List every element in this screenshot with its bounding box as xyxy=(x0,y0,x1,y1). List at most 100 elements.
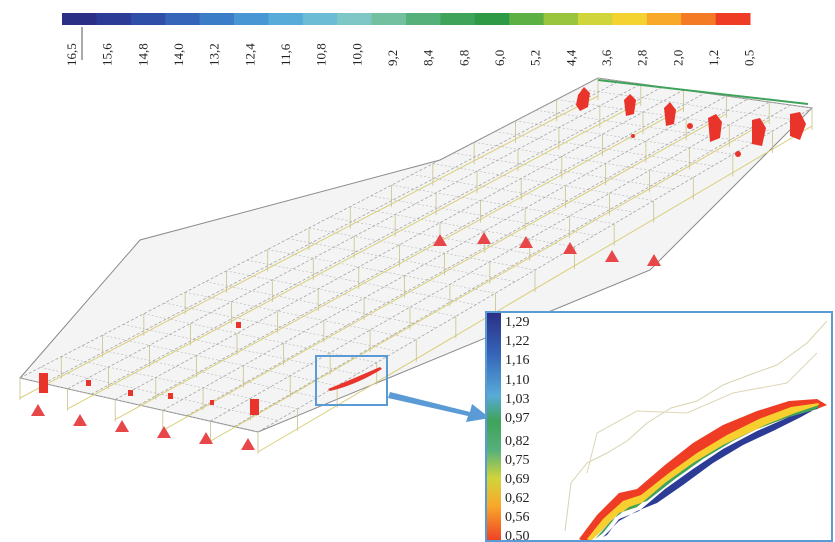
inset-scale-label: 0,75 xyxy=(505,453,530,468)
mesh-line xyxy=(19,377,259,433)
top-colorbar-swatch xyxy=(612,13,648,25)
inset-scale-label: 0,50 xyxy=(505,529,530,542)
mesh-line xyxy=(138,92,706,406)
inset-scale-label: 0,69 xyxy=(505,472,530,487)
top-colorbar-tick-label: 3,6 xyxy=(599,49,614,66)
highlight-box xyxy=(315,355,388,406)
inset-scale-label: 0,97 xyxy=(505,411,530,426)
top-colorbar-tick-label: 11,6 xyxy=(278,43,293,66)
inset-colorbar xyxy=(487,313,501,540)
mesh-line xyxy=(185,291,417,340)
top-colorbar-tick-label: 4,4 xyxy=(563,49,578,66)
mesh-line xyxy=(91,86,663,395)
top-colorbar-swatch xyxy=(302,13,338,25)
mesh-line xyxy=(288,238,516,282)
top-colorbar-tick-label: 16,5 xyxy=(64,43,79,66)
top-colorbar-swatch xyxy=(165,13,201,25)
top-colorbar-swatch xyxy=(406,13,441,25)
highlighted-element xyxy=(328,367,382,391)
inset-mesh-trace xyxy=(564,320,828,532)
inset-plot xyxy=(564,320,828,540)
support-icon xyxy=(519,236,533,248)
mesh-line xyxy=(67,83,641,390)
mesh-line xyxy=(474,141,694,178)
mesh-line xyxy=(350,206,575,248)
top-colorbar-swatch xyxy=(681,13,717,25)
stress-hotspots-far xyxy=(576,87,806,157)
top-colorbar-tick-label: 15,6 xyxy=(100,43,115,66)
top-colorbar-swatch xyxy=(715,13,751,25)
mesh-line xyxy=(577,88,793,120)
inset-scale-label: 1,10 xyxy=(505,373,530,388)
mesh-line xyxy=(81,345,318,398)
support-icon xyxy=(199,432,213,444)
inset-scale-label: 0,62 xyxy=(505,491,530,506)
top-colorbar-tick-label: 6,8 xyxy=(456,50,471,66)
supports xyxy=(31,232,661,450)
top-colorbar-swatch xyxy=(646,13,682,25)
top-edge-beam xyxy=(597,79,809,105)
zoom-arrow xyxy=(388,392,490,422)
inset-scale-label: 0,82 xyxy=(505,434,530,449)
top-colorbar-swatch xyxy=(268,13,304,25)
top-colorbar-swatch xyxy=(474,13,510,25)
mesh-line xyxy=(515,120,733,155)
top-colorbar-tick-label: 6,0 xyxy=(492,50,507,66)
top-colorbar-tick-label: 10,8 xyxy=(314,43,329,66)
mesh-line xyxy=(412,174,634,213)
top-color-scale: 16,5 15,6 14,8 14,0 13,2 12,4 11,6 10,8 10,0 9,2 8… xyxy=(62,13,757,66)
top-colorbar-tick-label: 13,2 xyxy=(207,43,222,66)
support-icon xyxy=(605,250,619,262)
top-colorbar-swatch xyxy=(234,13,269,25)
inset-scale-label: 0,56 xyxy=(505,510,530,525)
top-colorbar-swatch xyxy=(543,13,579,25)
top-colorbar-tick-label: 1,2 xyxy=(706,50,721,66)
top-colorbar-tick-label: 0,5 xyxy=(742,50,757,66)
top-colorbar-swatch xyxy=(440,13,476,25)
inset-band-blue xyxy=(603,407,819,537)
inset-scale-label: 1,29 xyxy=(505,315,530,330)
top-colorbar-swatch xyxy=(509,13,545,25)
inset-scale-label: 1,16 xyxy=(505,353,530,368)
mesh-line xyxy=(247,259,476,306)
mesh-line xyxy=(40,366,278,421)
inset-band-green xyxy=(595,405,819,539)
mesh-line xyxy=(267,249,496,294)
mesh-line xyxy=(432,163,654,201)
mesh-line xyxy=(43,80,620,384)
top-colorbar-tick-label: 10,0 xyxy=(349,43,364,66)
top-colorbar-tick-label: 5,2 xyxy=(528,50,543,66)
mesh-line xyxy=(164,302,397,352)
support-icon xyxy=(73,414,87,426)
mesh-line xyxy=(186,98,748,417)
mesh-line xyxy=(453,152,674,190)
support-icon xyxy=(647,254,661,266)
top-colorbar-swatch xyxy=(371,13,407,25)
deck-mesh xyxy=(19,77,813,433)
support-icon xyxy=(433,234,447,246)
top-colorbar-swatch xyxy=(96,13,132,25)
top-colorbar-swatch xyxy=(62,13,97,25)
inset-mesh-trace-2 xyxy=(586,352,818,474)
top-colorbar-tick-label: 2,0 xyxy=(670,50,685,66)
top-colorbar-swatch xyxy=(337,13,373,25)
top-colorbar-tick-label: 12,4 xyxy=(242,43,257,66)
mesh-line xyxy=(234,104,791,427)
top-colorbar-swatch xyxy=(199,13,235,25)
top-colorbar-tick-label: 14,8 xyxy=(135,43,150,66)
support-icon xyxy=(563,242,577,254)
top-colorbar-tick-label: 8,4 xyxy=(421,49,436,66)
top-colorbar-swatch xyxy=(578,13,613,25)
support-icon xyxy=(241,438,255,450)
inset-scale-label: 1,22 xyxy=(505,334,530,349)
inset-scale-label: 1,03 xyxy=(505,392,530,407)
mesh-line xyxy=(494,131,714,167)
top-colorbar-swatch xyxy=(130,13,166,25)
mesh-line xyxy=(115,89,684,400)
top-colorbar xyxy=(62,13,751,25)
support-icon xyxy=(31,404,45,416)
top-colorbar-tick-label: 9,2 xyxy=(385,50,400,66)
top-colorbar-tick-label: 2,8 xyxy=(635,50,650,66)
support-icon xyxy=(115,420,129,432)
